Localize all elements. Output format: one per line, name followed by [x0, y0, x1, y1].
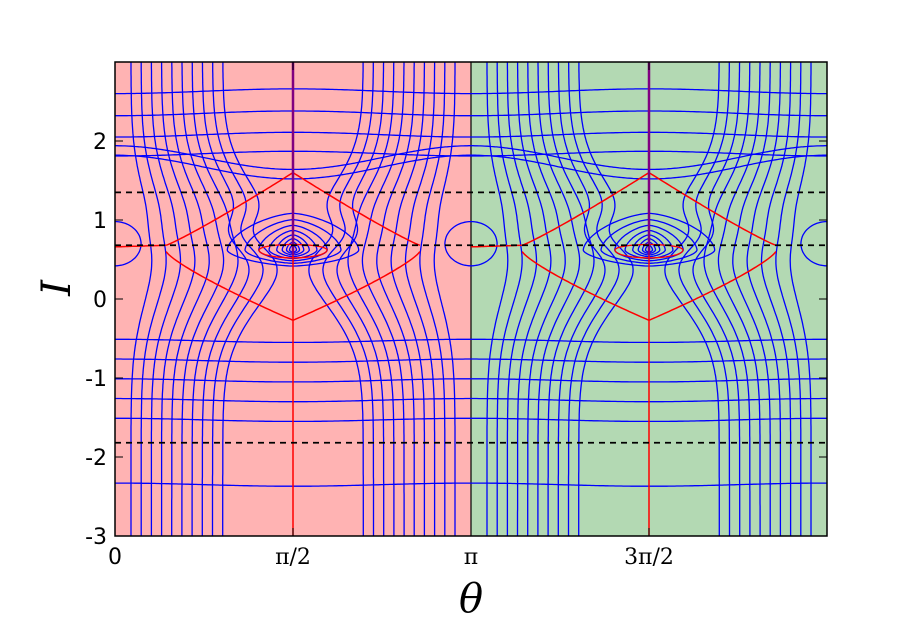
side-contour-1-r-8: [775, 62, 802, 536]
y-tick-label-0: 2: [93, 130, 107, 155]
side-contour-0-l-4: [181, 62, 225, 536]
outer-contour-1: [115, 110, 827, 117]
side-contour-1-l-0: [578, 62, 634, 536]
background-regions: [115, 62, 827, 536]
outer-contour-9: [115, 482, 827, 487]
closed-contour-0-2: [281, 237, 305, 256]
side-contour-0-r-4: [361, 62, 405, 536]
x-tick-label-3: 3π/2: [624, 545, 674, 570]
closed-contour-0-1: [285, 241, 301, 255]
side-contour-0-l-7: [150, 62, 182, 536]
small-loop-2: [800, 220, 827, 267]
closed-contour-0-7: [226, 212, 360, 267]
upper-wavy-contour-1: [115, 154, 827, 180]
outer-contour-7: [115, 397, 827, 403]
closed-contour-1-3: [632, 234, 666, 258]
side-contour-1-l-2: [557, 62, 606, 536]
outer-contour-5: [115, 358, 827, 363]
side-contour-1-r-7: [760, 62, 792, 536]
closed-contour-1-2: [637, 237, 661, 256]
side-contour-1-r-4: [717, 62, 761, 536]
side-contour-0-r-0: [308, 62, 364, 536]
y-tick-label-1: 1: [93, 209, 107, 234]
outer-contour-4: [115, 338, 827, 344]
side-contour-0-l-0: [222, 62, 278, 536]
side-contour-1-l-4: [537, 62, 581, 536]
x-axis-label: θ: [459, 576, 483, 622]
side-contour-1-r-0: [664, 62, 720, 536]
closed-contour-1-1: [641, 241, 657, 255]
side-contour-1-l-7: [506, 62, 538, 536]
closed-contour-1-6: [600, 219, 698, 264]
outer-contour-0: [115, 88, 827, 95]
side-contour-1-r-2: [692, 62, 741, 536]
y-tick-label-4: -2: [85, 446, 107, 471]
y-tick-label-3: -1: [85, 367, 107, 392]
side-contour-0-r-9: [433, 62, 456, 536]
outer-contour-8: [115, 417, 827, 423]
side-contour-1-r-3: [703, 62, 751, 536]
inner-eye-0: [258, 243, 328, 259]
vertical-lines: [291, 62, 651, 536]
side-contour-0-r-1: [322, 62, 375, 536]
upper-wavy-contour-0: [115, 145, 827, 171]
y-tick-label-2: 0: [93, 288, 107, 313]
side-contour-1-l-5: [527, 62, 566, 536]
side-contour-0-r-8: [419, 62, 446, 536]
side-contour-0-r-6: [390, 62, 426, 536]
side-contour-0-r-3: [347, 62, 395, 536]
x-tick-label-1: π/2: [275, 545, 311, 570]
outer-contour-2: [115, 131, 827, 138]
side-contour-1-r-9: [789, 62, 812, 536]
contour-lines: [115, 62, 827, 536]
side-contour-1-l-6: [516, 62, 552, 536]
side-contour-0-r-2: [336, 62, 385, 536]
tick-labels: 210-1-2-30 π/2 π 3π/2: [85, 130, 674, 570]
y-tick-label-5: -3: [85, 525, 107, 550]
x-tick-label-2: π: [464, 545, 478, 570]
closed-contour-1-0: [644, 244, 654, 253]
axis-ticks: [114, 62, 827, 537]
small-loop-1: [444, 220, 498, 267]
side-contour-1-r-5: [732, 62, 771, 536]
small-loop-0: [115, 220, 142, 267]
side-contour-0-l-5: [171, 62, 210, 536]
side-contour-0-l-3: [191, 62, 239, 536]
side-contour-1-r-1: [678, 62, 731, 536]
side-contour-1-l-8: [496, 62, 523, 536]
side-contour-0-l-6: [160, 62, 196, 536]
y-axis-label: I: [34, 279, 80, 297]
dashed-levels: [115, 191, 827, 444]
closed-contour-0-3: [276, 234, 310, 258]
side-contour-0-l-8: [140, 62, 167, 536]
side-contour-1-l-1: [567, 62, 620, 536]
side-contour-0-l-2: [201, 62, 250, 536]
closed-contour-1-7: [582, 212, 716, 267]
side-contour-0-l-9: [130, 62, 153, 536]
side-contour-0-r-7: [404, 62, 436, 536]
side-contour-1-r-6: [746, 62, 782, 536]
side-contour-1-l-3: [547, 62, 595, 536]
side-contour-0-r-5: [376, 62, 415, 536]
side-contour-1-l-9: [486, 62, 509, 536]
closed-contour-0-6: [244, 219, 342, 264]
outer-contour-6: [115, 378, 827, 383]
x-tick-label-0: 0: [108, 545, 122, 570]
side-contour-0-l-1: [211, 62, 264, 536]
